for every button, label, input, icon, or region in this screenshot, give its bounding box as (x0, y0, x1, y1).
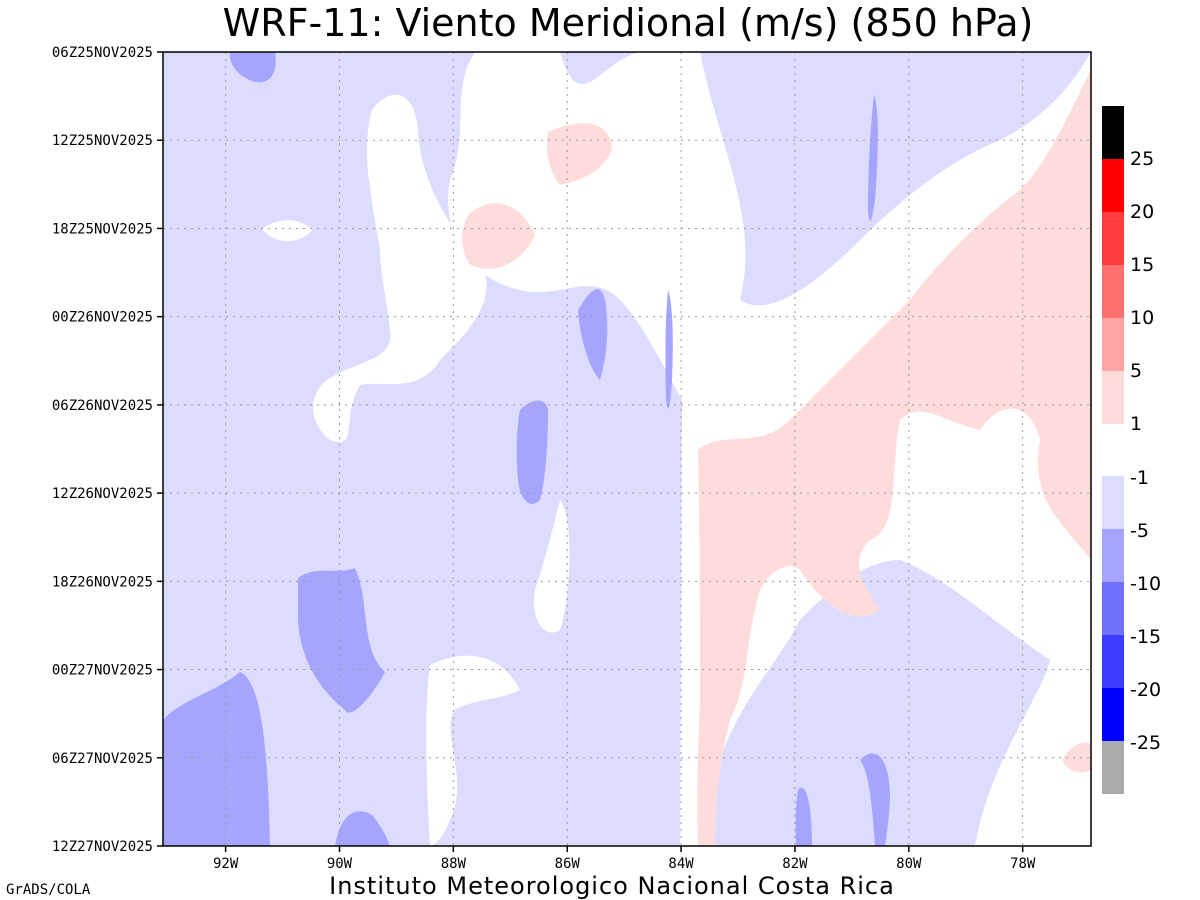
x-tick-label: 90W (327, 856, 353, 872)
colorbar-label: -5 (1130, 520, 1149, 542)
x-tick-label: 82W (782, 856, 808, 872)
x-tick-label: 88W (441, 856, 467, 872)
colorbar-swatch-negative (1102, 476, 1124, 529)
y-tick-label: 06Z25NOV2025 (52, 45, 153, 61)
colorbar-label: -25 (1130, 732, 1161, 754)
contour-blue-nw (229, 52, 276, 83)
contour-blue-sw (163, 672, 270, 846)
contour-blue-stripe-b (868, 95, 878, 221)
contour-pink-blob-a (462, 203, 535, 269)
y-tick-label: 18Z25NOV2025 (52, 221, 153, 237)
colorbar-swatch-negative (1102, 582, 1124, 635)
contour-white-south (426, 655, 520, 846)
x-tick-label: 78W (1010, 856, 1036, 872)
colorbar-swatch-positive (1102, 106, 1124, 159)
contour-blue-se-a (795, 787, 812, 846)
y-tick-label: 12Z26NOV2025 (52, 486, 153, 502)
x-tick-label: 92W (213, 856, 239, 872)
colorbar-swatch-positive (1102, 212, 1124, 265)
colorbar-swatch-positive (1102, 371, 1124, 424)
y-tick-label: 12Z27NOV2025 (52, 839, 153, 855)
footer-institute: Instituto Meteorologico Nacional Costa R… (329, 872, 895, 900)
y-tick-label: 12Z25NOV2025 (52, 133, 153, 149)
contour-pink-blob-b (546, 123, 612, 185)
x-tick-label: 80W (896, 856, 922, 872)
contour-pink-sw (1062, 742, 1091, 773)
contour-blue-west (298, 568, 385, 713)
colorbar-label: -20 (1130, 679, 1161, 701)
colorbar: 25 20 15 10 5 1 -1 -5 -10 -15 -20 -25 (1102, 106, 1161, 794)
y-tick-label: 18Z26NOV2025 (52, 574, 153, 590)
colorbar-label: -15 (1130, 626, 1161, 648)
colorbar-swatch-positive (1102, 318, 1124, 371)
colorbar-swatch-negative (1102, 529, 1124, 582)
colorbar-swatch-positive (1102, 265, 1124, 318)
contour-pink-main (697, 70, 1091, 846)
colorbar-label: -1 (1130, 467, 1149, 489)
y-tick-label: 06Z26NOV2025 (52, 398, 153, 414)
x-axis-ticks: 92W 90W 88W 86W 84W 82W 80W 78W (213, 846, 1036, 872)
contour-blue-mid-a (516, 400, 548, 504)
x-tick-label: 86W (555, 856, 581, 872)
plot-frame (162, 51, 1092, 847)
colorbar-label: 10 (1130, 307, 1154, 329)
contour-white-midwest (534, 500, 570, 633)
colorbar-label: 1 (1130, 413, 1142, 435)
contour-blue-stripe-a (665, 290, 673, 409)
contour-blue-mid-b (578, 289, 608, 380)
footer-credit: GrADS/COLA (6, 882, 91, 898)
contour-blue-se-b (860, 753, 890, 846)
y-tick-label: 06Z27NOV2025 (52, 751, 153, 767)
plot-area (162, 51, 1092, 847)
contour-fills (163, 52, 1091, 846)
chart-title: WRF-11: Viento Meridional (m/s) (850 hPa… (223, 1, 1034, 45)
colorbar-swatch-negative (1102, 635, 1124, 688)
contour-white-west (313, 94, 487, 442)
colorbar-swatch-positive (1102, 159, 1124, 212)
colorbar-label: 25 (1130, 148, 1154, 170)
colorbar-swatch-negative (1102, 688, 1124, 741)
colorbar-label: -10 (1130, 573, 1161, 595)
y-tick-label: 00Z26NOV2025 (52, 310, 153, 326)
y-tick-label: 00Z27NOV2025 (52, 663, 153, 679)
colorbar-swatch-negative (1102, 741, 1124, 794)
colorbar-label: 15 (1130, 254, 1154, 276)
gridlines (163, 52, 1091, 846)
x-tick-label: 84W (668, 856, 694, 872)
colorbar-label: 5 (1130, 360, 1142, 382)
contour-blue-south (335, 811, 390, 846)
y-axis-ticks: 06Z25NOV2025 12Z25NOV2025 18Z25NOV2025 00Z2… (52, 45, 163, 855)
colorbar-label: 20 (1130, 201, 1154, 223)
contour-white-oval (262, 220, 312, 242)
